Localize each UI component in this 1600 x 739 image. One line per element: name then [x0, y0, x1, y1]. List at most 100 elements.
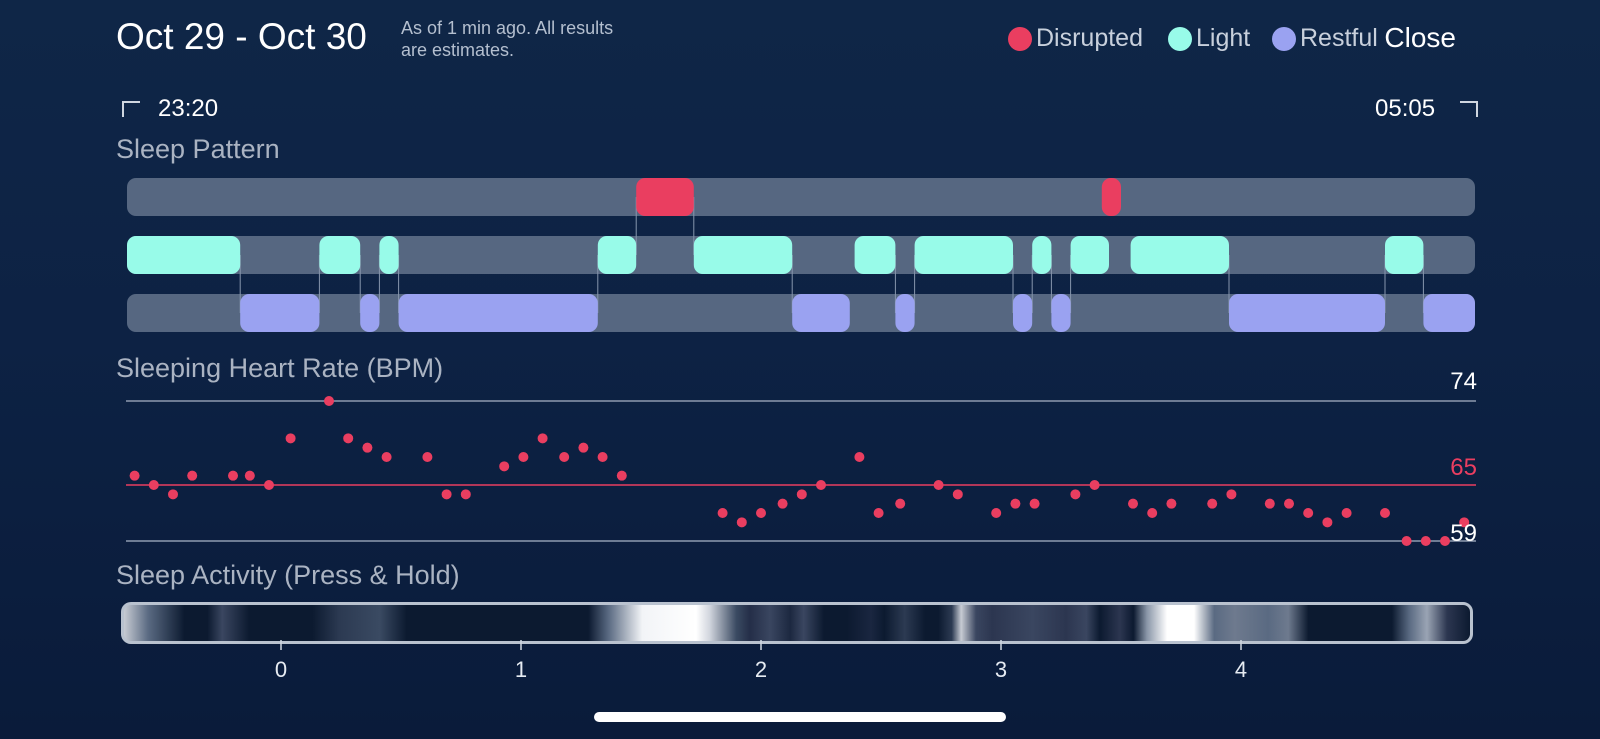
heart-rate-point — [422, 452, 433, 462]
heart-rate-point — [381, 452, 392, 462]
heart-rate-point — [933, 480, 944, 490]
heart-rate-point — [616, 470, 627, 481]
sleep-segment-restful — [240, 294, 320, 332]
legend-disrupted-label: Disrupted — [1036, 24, 1143, 52]
sleep-segment-restful — [360, 294, 380, 332]
heart-rate-point — [991, 508, 1002, 518]
end-time: 05:05 — [1375, 95, 1436, 122]
heart-rate-point — [362, 442, 373, 453]
sleep-segment-disrupted — [1101, 178, 1121, 216]
close-button[interactable]: Close — [1384, 22, 1456, 53]
heart-rate-point — [1070, 489, 1081, 500]
heart-rate-point — [777, 498, 788, 509]
heart-rate-point — [1010, 498, 1021, 509]
heart-rate-point — [1303, 508, 1314, 518]
start-bracket-icon — [122, 101, 140, 117]
sleep-activity-bar[interactable] — [121, 602, 1473, 644]
legend-restful: Restful — [1272, 24, 1378, 53]
heart-rate-point — [952, 489, 963, 500]
sleep-activity-title: Sleep Activity (Press & Hold) — [116, 560, 460, 590]
heart-rate-point — [1440, 536, 1450, 546]
axis-tick-label: 1 — [515, 657, 527, 682]
heart-rate-point — [1128, 498, 1138, 509]
heart-rate-point — [441, 489, 452, 500]
heart-rate-point — [1284, 498, 1294, 509]
axis-tick-label: 0 — [275, 657, 287, 682]
heart-rate-point — [895, 498, 906, 509]
heart-rate-point — [264, 480, 274, 490]
estimate-note: As of 1 min ago. All results are estimat… — [401, 17, 661, 61]
heart-rate-point — [324, 396, 334, 406]
heart-rate-point — [1029, 498, 1040, 509]
heart-rate-point — [1147, 508, 1158, 518]
heart-rate-min-label: 59 — [1450, 520, 1477, 547]
sleep-segment-disrupted — [636, 178, 694, 216]
sleep-segment-light — [914, 236, 1013, 274]
heart-rate-point — [1459, 517, 1470, 528]
heart-rate-point — [796, 489, 807, 500]
heart-rate-point — [559, 452, 570, 462]
sleep-segment-restful — [1013, 294, 1033, 332]
heart-rate-chart — [126, 396, 1476, 546]
sleep-segment-light — [693, 236, 793, 274]
time-axis: 0 1 2 3 4 — [275, 640, 1247, 682]
sleep-segment-light — [1130, 236, 1229, 274]
heart-rate-point — [460, 489, 471, 500]
sleep-segment-restful — [1229, 294, 1385, 332]
sleep-segment-light — [1032, 236, 1052, 274]
page-title: Oct 29 - Oct 30 — [116, 16, 367, 57]
heart-rate-point — [129, 470, 140, 481]
heart-rate-point — [187, 470, 198, 481]
home-indicator[interactable] — [594, 712, 1006, 722]
heart-rate-point — [1089, 480, 1100, 490]
legend-light-label: Light — [1196, 24, 1251, 52]
end-bracket-icon — [1460, 101, 1478, 117]
heart-rate-max-label: 74 — [1450, 368, 1477, 395]
heart-rate-point — [1341, 508, 1352, 518]
sleep-segment-light — [1070, 236, 1109, 274]
heart-rate-point — [816, 480, 826, 490]
sleep-segment-light — [1385, 236, 1424, 274]
disrupted-dot-icon — [1008, 26, 1032, 51]
estimate-note-line-2: are estimates. — [401, 40, 515, 60]
heart-rate-point — [756, 508, 766, 518]
sleep-segment-light — [127, 236, 241, 274]
heart-rate-point — [343, 433, 354, 444]
sleep-segment-restful — [1051, 294, 1071, 332]
legend-disrupted: Disrupted — [1008, 24, 1143, 53]
heart-rate-point — [717, 508, 728, 518]
heart-rate-point — [1166, 498, 1177, 509]
heart-rate-point — [228, 470, 238, 481]
heart-rate-point — [1207, 498, 1218, 509]
heart-rate-point — [1264, 498, 1275, 509]
heart-rate-point — [244, 470, 255, 481]
sleep-pattern-chart — [127, 178, 1475, 332]
legend-restful-label: Restful — [1300, 24, 1378, 52]
heart-rate-point — [537, 433, 548, 444]
sleep-pattern-title: Sleep Pattern — [116, 134, 280, 164]
sleep-segment-light — [379, 236, 399, 274]
heart-rate-point — [1420, 536, 1431, 546]
heart-rate-point — [285, 433, 296, 444]
heart-rate-point — [1226, 489, 1237, 500]
sleep-segment-restful — [1423, 294, 1475, 332]
sleep-segment-light — [319, 236, 361, 274]
heart-rate-point — [578, 442, 589, 453]
sleep-segment-restful — [895, 294, 915, 332]
heart-rate-point — [499, 461, 510, 472]
sleep-track-disrupted — [127, 178, 1475, 216]
sleep-segment-restful — [398, 294, 598, 332]
heart-rate-point — [1322, 517, 1333, 528]
heart-rate-point — [1380, 508, 1390, 518]
restful-dot-icon — [1272, 26, 1296, 51]
start-time: 23:20 — [158, 95, 219, 122]
sleep-segment-restful — [792, 294, 850, 332]
heart-rate-point — [736, 517, 747, 528]
heart-rate-point — [854, 452, 865, 462]
sleep-segment-light — [854, 236, 896, 274]
axis-tick-label: 3 — [995, 657, 1007, 682]
heart-rate-point — [1401, 536, 1412, 546]
axis-tick-label: 2 — [755, 657, 767, 682]
legend-light: Light — [1168, 24, 1250, 53]
heart-rate-point — [873, 508, 884, 518]
